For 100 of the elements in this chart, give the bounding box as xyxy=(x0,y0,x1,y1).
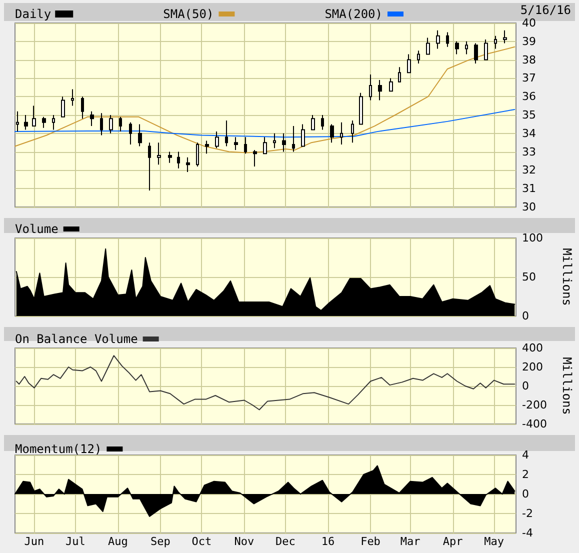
text: 5/16/16 xyxy=(520,3,572,17)
y-tick-label: -200 xyxy=(522,398,547,412)
y-tick-label: 40 xyxy=(522,16,536,30)
legend-label: Volume xyxy=(14,222,58,236)
candlestick xyxy=(292,126,295,152)
candlestick xyxy=(32,105,36,127)
candlestick xyxy=(474,42,478,64)
y-tick-label: 37 xyxy=(522,72,536,85)
x-tick-label: Jul xyxy=(65,535,86,548)
y-tick-label: 30 xyxy=(522,200,536,214)
candlestick xyxy=(205,140,209,154)
candlestick xyxy=(225,120,228,147)
y-tick-label: -4 xyxy=(522,526,533,540)
legend-label: Daily xyxy=(15,7,52,21)
legend-label: SMA(200) xyxy=(324,7,382,21)
candlestick xyxy=(503,30,507,44)
candlestick xyxy=(494,35,497,50)
candlestick xyxy=(244,136,247,154)
y-tick-label: -400 xyxy=(522,418,547,430)
x-tick-label: Dec xyxy=(275,535,296,548)
y-tick-label: 400 xyxy=(522,342,543,354)
candlestick xyxy=(61,96,65,118)
candlestick xyxy=(16,110,19,132)
y-tick-label: 36 xyxy=(522,90,536,104)
candlestick xyxy=(100,112,103,136)
candlestick xyxy=(42,116,46,128)
x-tick-label: 16 xyxy=(321,535,335,548)
candlestick xyxy=(215,131,219,149)
candlestick xyxy=(321,114,324,130)
candlestick xyxy=(389,78,393,92)
candlestick xyxy=(378,80,382,101)
y-tick-label: -2 xyxy=(522,507,533,520)
candlestick xyxy=(417,50,420,64)
legend-label: Momentum(12) xyxy=(14,442,102,456)
x-tick-label: Mar xyxy=(400,535,421,548)
legend-label: On Balance Volume xyxy=(14,332,138,346)
candlestick xyxy=(253,149,257,168)
candlestick xyxy=(282,132,286,152)
x-tick-label: Feb xyxy=(360,535,380,548)
y-tick-label: 39 xyxy=(522,34,536,48)
candlestick xyxy=(484,39,488,60)
y-tick-label: 33 xyxy=(522,145,536,158)
x-tick-label: Jun xyxy=(24,535,44,548)
y-tick-label: 34 xyxy=(522,126,536,140)
candlestick xyxy=(446,32,449,48)
y-tick-label: 2 xyxy=(522,468,529,481)
candlestick xyxy=(52,114,55,130)
y-tick-label: 31 xyxy=(522,182,536,196)
y-axis-title: Millions xyxy=(560,248,574,306)
candlestick xyxy=(340,122,343,145)
x-tick-label: Oct xyxy=(192,535,212,548)
x-tick-label: Aug xyxy=(108,535,128,548)
candlestick xyxy=(426,37,430,55)
candlestick xyxy=(398,66,401,82)
candlestick xyxy=(186,156,190,173)
y-axis-title: Millions xyxy=(560,357,574,415)
candlestick xyxy=(311,114,315,130)
candlestick xyxy=(273,132,276,149)
candlestick xyxy=(351,120,354,144)
candlestick xyxy=(359,92,363,125)
x-tick-label: Sep xyxy=(150,535,170,548)
candlestick xyxy=(234,136,238,150)
candlestick xyxy=(168,151,172,164)
candlestick xyxy=(71,88,74,106)
candlestick xyxy=(436,30,440,50)
candlestick xyxy=(157,142,161,166)
y-tick-label: 100 xyxy=(522,232,543,244)
candlestick xyxy=(24,114,28,130)
candlestick xyxy=(455,40,459,55)
candlestick xyxy=(177,151,180,169)
line-series xyxy=(14,46,516,154)
legend-label: SMA(50) xyxy=(163,7,214,21)
candlestick xyxy=(138,124,142,147)
candlestick xyxy=(129,122,132,145)
candlestick xyxy=(109,114,113,134)
y-tick-label: 0 xyxy=(522,310,529,322)
y-tick-label: 38 xyxy=(522,53,536,66)
x-tick-label: Nov xyxy=(234,535,255,548)
y-tick-label: 35 xyxy=(522,108,536,122)
y-tick-label: 50 xyxy=(522,270,536,284)
y-tick-label: 0 xyxy=(522,380,529,392)
y-tick-label: 0 xyxy=(522,488,529,500)
x-tick-label: Apr xyxy=(442,535,464,548)
y-tick-label: 32 xyxy=(522,164,536,177)
candlestick xyxy=(263,136,267,154)
candlestick xyxy=(81,96,84,120)
candlestick xyxy=(301,124,305,147)
y-tick-label: 200 xyxy=(522,360,543,374)
line-series xyxy=(14,108,516,138)
line-series xyxy=(16,355,516,410)
candlestick xyxy=(119,116,122,132)
candlestick xyxy=(369,74,372,101)
candlestick xyxy=(90,110,94,127)
candlestick xyxy=(148,142,151,191)
candlestick xyxy=(330,124,334,144)
candlestick xyxy=(465,40,468,55)
x-tick-label: May xyxy=(484,535,504,548)
candlestick xyxy=(196,142,199,168)
candlestick xyxy=(407,54,411,74)
y-tick-label: 4 xyxy=(522,448,529,462)
